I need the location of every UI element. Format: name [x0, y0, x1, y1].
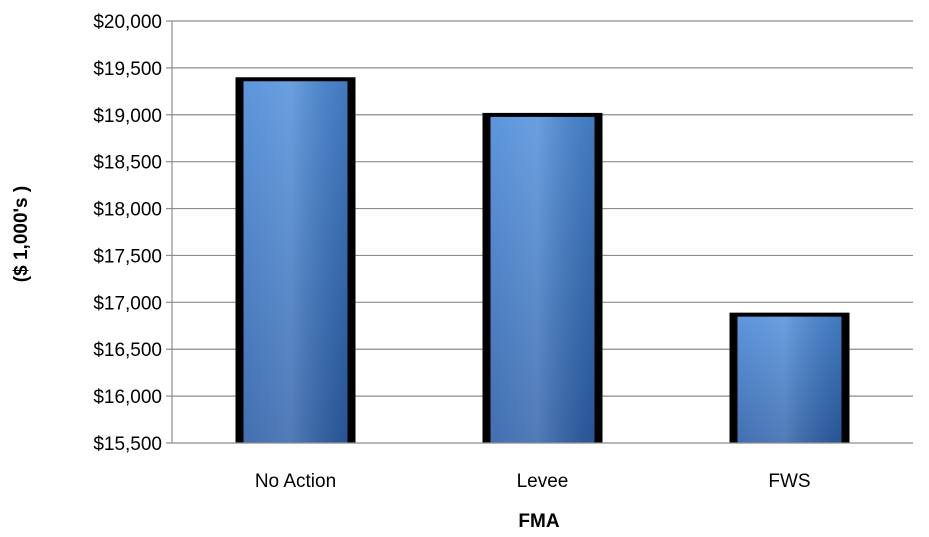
- bars: [235, 77, 850, 444]
- x-axis-title: FMA: [518, 511, 559, 532]
- x-tick-label: No Action: [255, 471, 336, 492]
- x-tick-label: FWS: [768, 471, 810, 492]
- y-tick-label: $19,000: [93, 106, 162, 127]
- bar-fws: [729, 312, 850, 443]
- y-tick-label: $18,000: [93, 200, 162, 221]
- bar-shine: [737, 316, 842, 443]
- x-tick-label: Levee: [517, 471, 569, 492]
- y-axis-ticks: $15,500 $16,000 $16,500 $17,000 $17,500 $18,0…: [93, 12, 162, 455]
- y-tick-label: $18,500: [93, 153, 162, 174]
- y-tick-label: $19,500: [93, 59, 162, 80]
- x-axis-ticks: No Action Levee FWS: [255, 471, 811, 492]
- y-tick-label: $17,500: [93, 246, 162, 267]
- bar-shine: [490, 116, 595, 443]
- y-axis-title: ($ 1,000's ): [11, 186, 32, 282]
- bar-no-action: [235, 77, 356, 444]
- y-tick-label: $15,500: [93, 434, 162, 455]
- y-tick-label: $20,000: [93, 12, 162, 33]
- axes: [166, 20, 913, 444]
- bar-levee: [482, 112, 603, 443]
- y-tick-label: $16,000: [93, 387, 162, 408]
- y-tick-label: $16,500: [93, 340, 162, 361]
- y-tick-label: $17,000: [93, 293, 162, 314]
- bar-shine: [243, 81, 348, 444]
